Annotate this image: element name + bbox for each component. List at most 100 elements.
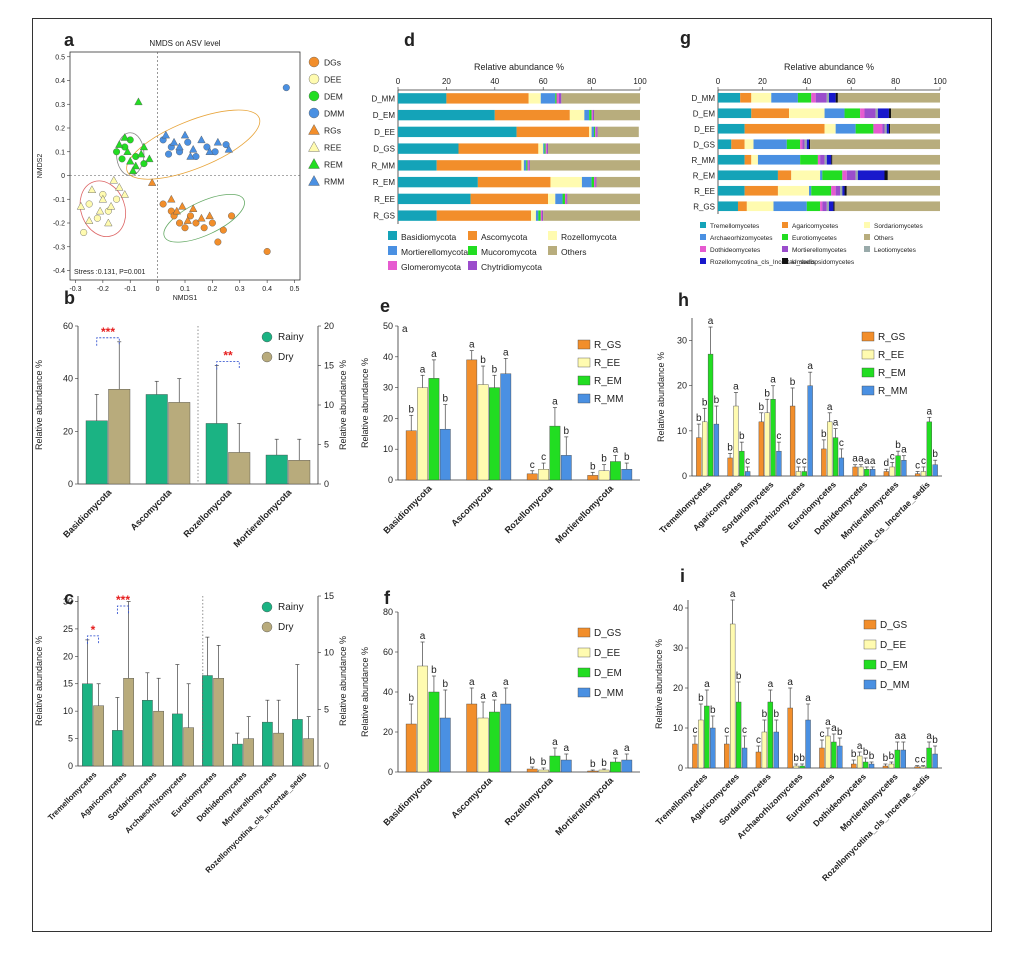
bar-legend-marker <box>261 621 273 633</box>
bar-sig-letter: b <box>480 355 486 366</box>
stacked-legend-label: Archaeorhizomycetes <box>710 235 773 242</box>
bar-legend-marker <box>861 385 875 396</box>
stacked-legend-marker <box>388 246 397 255</box>
bar-y2tick-label: 15 <box>324 361 334 371</box>
bar-sig-letter: b <box>883 753 889 764</box>
stacked-segment-Rozellomycota <box>521 160 524 171</box>
stacked-segment-Archaeorhizomycetes <box>824 108 845 119</box>
bar-y2tick-label: 0 <box>324 479 329 489</box>
stacked-segment-Others <box>834 201 940 212</box>
nmds-point-REE <box>87 185 97 193</box>
bar-sig-letter: c <box>742 725 747 736</box>
bar-ytick-label: 0 <box>388 475 393 485</box>
stacked-segment-Ascomycota <box>494 109 570 121</box>
stacked-segment-Glomeromycota <box>540 210 542 221</box>
stacked-xtick-label: 20 <box>442 77 451 86</box>
stacked-segment-Basidiomycota <box>398 176 478 188</box>
bar-ytick-label: 20 <box>383 727 393 737</box>
bar-ytick-label: 10 <box>677 426 687 436</box>
stacked-segment-Sordariomycetes <box>746 201 774 212</box>
stacked-segment-Ascomycota <box>436 160 522 171</box>
stacked-legend-label: Rozellomycotina_cls_Incertae_sedis <box>710 259 816 266</box>
bar-ytick-label: 80 <box>383 607 393 617</box>
stacked-segment-Others <box>846 185 940 196</box>
stacked-segment-Mortierellomycota <box>543 143 545 154</box>
nmds-legend-marker <box>308 124 320 135</box>
bar-legend-marker <box>863 619 877 630</box>
stacked-segment-Eurotiomycetes <box>800 154 818 165</box>
stacked-segment-Others <box>810 139 940 150</box>
nmds-point-DGs <box>186 212 194 220</box>
bar-sig-letter: a <box>704 679 710 690</box>
stacked-segment-Mortierellomycota <box>555 193 563 205</box>
stacked-segment-Others <box>887 170 940 181</box>
stacked-segment-Leotiomycetes <box>855 170 858 181</box>
figure-border <box>32 18 992 932</box>
stacked-segment-Rozellomycota <box>528 93 541 104</box>
nmds-point-REM <box>115 140 124 148</box>
nmds-ytick-label: 0.1 <box>55 149 65 156</box>
bar-sig-letter: b <box>698 693 704 704</box>
nmds-ytick-label: 0.4 <box>55 78 65 85</box>
nmds-point-RGs <box>197 213 206 222</box>
nmds-point-REM <box>131 161 140 170</box>
stacked-legend-marker <box>468 261 477 270</box>
bar-sig-letter: b <box>932 449 938 460</box>
stacked-segment-Archaeorhizomycetes <box>820 170 823 181</box>
bar-sig-letter: b <box>408 693 414 704</box>
stacked-segment-Tremellomycetes <box>718 139 732 150</box>
bar-legend-label: D_MM <box>594 688 623 699</box>
bar-ytick-label: 0 <box>682 471 687 481</box>
stacked-legend-label: Umbelopsidomycetes <box>792 259 855 266</box>
stacked-legend-label: Tremellomycetes <box>710 223 760 230</box>
bar-sig-letter: a <box>730 589 736 600</box>
bar-sig-letter: b <box>736 671 742 682</box>
nmds-point-RGs <box>148 178 157 186</box>
nmds-point-DGs <box>181 224 189 232</box>
stacked-xtick-label: 60 <box>847 77 856 86</box>
bar-sig-letter: b <box>793 753 799 764</box>
bar-sig-letter: a <box>733 381 739 392</box>
bar-ytick-label: 0 <box>68 479 73 489</box>
bar-sig-bracket <box>116 605 130 614</box>
nmds-legend-label: RGs <box>324 126 341 136</box>
stacked-segment-Others <box>561 93 640 104</box>
bar-ytick-label: 20 <box>63 651 73 661</box>
bar-ytick-label: 30 <box>383 383 393 393</box>
stacked-row-label: R_EE <box>374 195 395 204</box>
nmds-title: NMDS on ASV level <box>149 39 220 48</box>
bar-sig-letter: a <box>807 361 813 372</box>
stacked-segment-Mucoromycota <box>589 109 592 121</box>
nmds-point-REM <box>145 154 154 163</box>
bar-sig-letter: b <box>714 395 720 406</box>
nmds-point-DMM <box>184 138 192 146</box>
nmds-point-RMM <box>186 152 195 160</box>
bar-legend-label: D_MM <box>880 680 909 691</box>
bar-legend-label: Dry <box>278 352 294 363</box>
bar-legend-marker <box>577 375 591 386</box>
nmds-point-REE <box>98 194 107 203</box>
bar-sig-letter: b <box>759 402 765 413</box>
stacked-xtick-label: 60 <box>539 77 548 86</box>
nmds-point-DEM <box>113 148 121 156</box>
stacked-segment-Agaricomycetes <box>777 170 792 181</box>
bar-sig-bracket <box>96 337 120 346</box>
bar-ylabel-b: Relative abundance % <box>34 360 44 450</box>
nmds-point-REM <box>128 166 138 174</box>
stacked-title-g: Relative abundance % <box>784 62 874 72</box>
bar-legend-label: D_EM <box>880 660 908 671</box>
bar-y2tick-label: 15 <box>324 591 334 601</box>
bar-ytick-label: 20 <box>63 426 73 436</box>
bar-sig-letter: c <box>541 452 546 463</box>
bar-legend-marker <box>577 339 591 350</box>
bar-sig-letter: a <box>901 445 907 456</box>
bar-sig-letter: a <box>805 693 811 704</box>
bar-legend-label: Dry <box>278 622 294 633</box>
stacked-segment-Chytridiomycota <box>528 160 530 171</box>
stacked-segment-Mortierellomycota <box>540 93 556 104</box>
stacked-segment-Sordariomycetes <box>789 108 825 119</box>
stacked-segment-Basidiomycota <box>398 109 495 121</box>
stacked-segment-Leotiomycetes <box>804 139 807 150</box>
nmds-point-DMM <box>222 141 230 149</box>
nmds-ytick-label: 0.5 <box>55 54 65 61</box>
